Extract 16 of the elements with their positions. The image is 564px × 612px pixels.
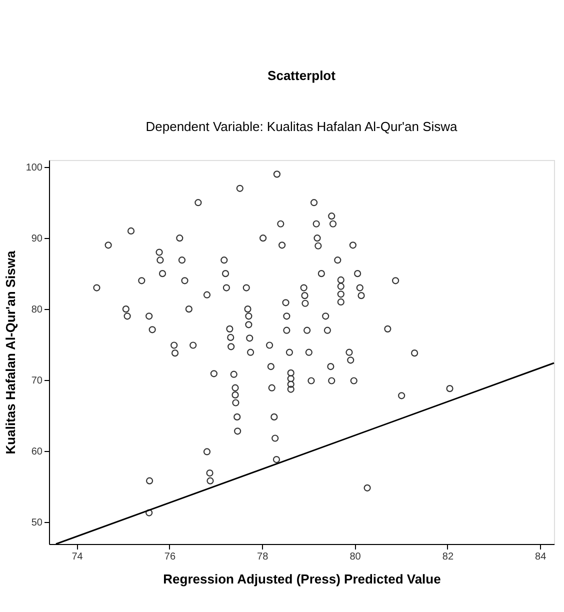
y-tick-label: 50 <box>31 517 43 528</box>
y-tick-label: 60 <box>31 446 43 458</box>
y-tick-label: 70 <box>31 376 43 387</box>
y-tick-label: 80 <box>31 304 43 316</box>
x-tick-label: 80 <box>350 552 362 562</box>
y-axis-title: Kualitas Hafalan Al-Qur'an Siswa <box>2 250 18 454</box>
x-axis-title: Regression Adjusted (Press) Predicted Value <box>163 572 441 586</box>
chart-subtitle: Dependent Variable: Kualitas Hafalan Al-Qur'an Siswa <box>146 119 458 134</box>
x-tick-label: 74 <box>72 552 84 562</box>
x-tick-label: 78 <box>257 552 269 562</box>
x-tick-label: 82 <box>442 552 454 562</box>
y-tick-label: 100 <box>26 162 43 174</box>
chart-title: Scatterplot <box>268 68 336 83</box>
x-tick-label: 76 <box>164 552 176 562</box>
x-tick-label: 84 <box>535 552 547 562</box>
y-tick-label: 90 <box>31 234 43 245</box>
